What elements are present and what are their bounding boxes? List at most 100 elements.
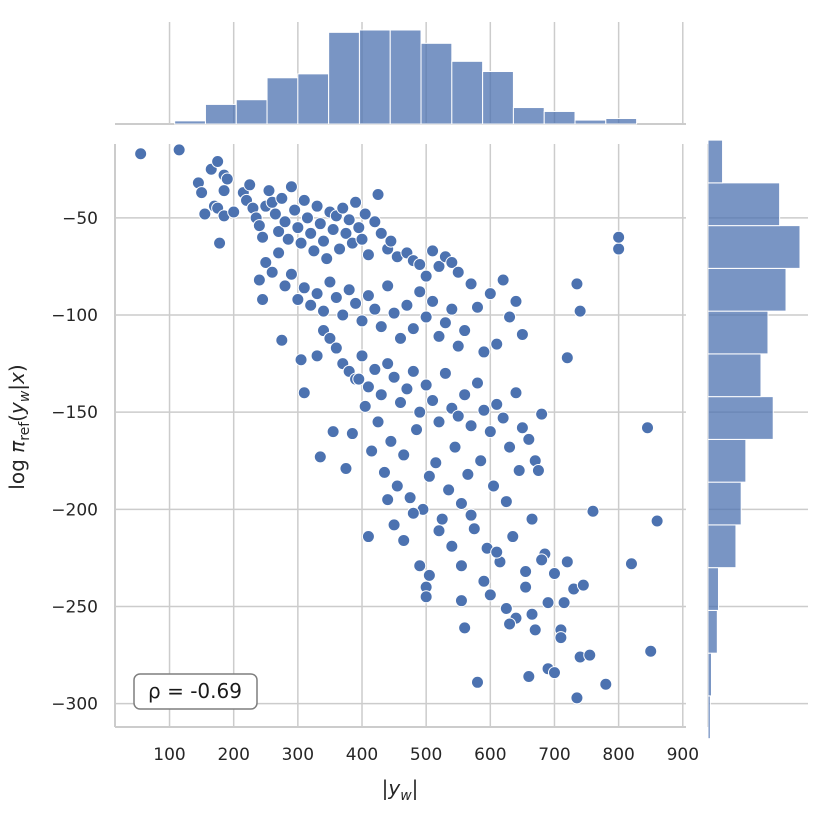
scatter-point <box>426 394 440 408</box>
x-tick-label: 600 <box>474 745 506 765</box>
scatter-point <box>458 388 472 402</box>
scatter-point <box>506 530 520 544</box>
x-tick-label: 100 <box>153 745 185 765</box>
scatter-point <box>470 300 484 314</box>
scatter-point <box>352 372 366 386</box>
scatter-point <box>313 217 327 231</box>
scatter-point <box>644 644 658 658</box>
scatter-point <box>281 232 295 246</box>
scatter-point <box>496 273 510 287</box>
scatter-point <box>307 244 321 258</box>
scatter-point <box>547 566 561 580</box>
scatter-point <box>211 154 225 168</box>
top-histogram-bar <box>512 107 545 125</box>
scatter-point <box>227 205 241 219</box>
right-marginal-histogram <box>707 139 808 740</box>
scatter-point <box>525 512 539 526</box>
scatter-point <box>557 596 571 610</box>
scatter-point <box>355 232 369 246</box>
scatter-point <box>509 294 523 308</box>
scatter-point <box>432 415 446 429</box>
scatter-point <box>522 432 536 446</box>
scatter-point <box>535 553 549 567</box>
scatter-point <box>336 308 350 322</box>
right-histogram-bar <box>707 567 719 611</box>
scatter-point <box>310 199 324 213</box>
scatter-point <box>560 351 574 365</box>
y-tick-label: −100 <box>51 306 98 326</box>
scatter-point <box>461 467 475 481</box>
right-histogram-bar <box>707 353 762 398</box>
scatter-point <box>528 623 542 637</box>
top-histogram-bar <box>297 73 330 125</box>
scatter-point <box>451 409 465 423</box>
scatter-point <box>368 362 382 376</box>
scatter-point <box>323 331 337 345</box>
scatter-point <box>172 143 186 157</box>
scatter-point <box>487 479 501 493</box>
right-histogram-bar <box>707 481 742 526</box>
scatter-point <box>519 565 533 579</box>
scatter-point <box>641 421 655 435</box>
top-histogram-bar <box>389 29 422 125</box>
scatter-point <box>522 669 536 683</box>
scatter-point <box>317 304 331 318</box>
right-histogram-bar <box>707 524 737 569</box>
scatter-point <box>397 533 411 547</box>
scatter-point <box>400 382 414 396</box>
right-histogram-bar <box>707 267 787 312</box>
scatter-point <box>464 508 478 522</box>
right-histogram-bar <box>707 438 747 483</box>
scatter-point <box>358 399 372 413</box>
right-histogram-bar <box>707 609 718 654</box>
scatter-point <box>288 203 302 217</box>
scatter-point <box>275 191 289 205</box>
top-histogram-bar <box>420 42 453 125</box>
scatter-point <box>509 386 523 400</box>
scatter-point <box>515 421 529 435</box>
x-tick-label: 400 <box>346 745 378 765</box>
right-histogram-bar <box>707 652 712 697</box>
scatter-point <box>612 230 626 244</box>
scatter-point <box>291 292 305 306</box>
scatter-point <box>503 617 517 631</box>
scatter-point <box>355 314 369 328</box>
scatter-point <box>358 207 372 221</box>
scatter-point <box>342 213 356 227</box>
scatter-point <box>361 289 375 303</box>
scatter-point <box>297 386 311 400</box>
scatter-point <box>599 677 613 691</box>
scatter-point <box>467 522 481 536</box>
scatter-point <box>560 555 574 569</box>
right-histogram-bar <box>707 396 774 440</box>
scatter-point <box>454 594 468 608</box>
scatter-point <box>403 491 417 505</box>
top-histogram-bar <box>451 60 484 125</box>
scatter-point <box>483 425 497 439</box>
correlation-annotation: ρ = -0.69 <box>133 673 258 710</box>
scatter-point <box>490 337 504 351</box>
scatter-point <box>195 186 209 200</box>
scatter-point <box>432 329 446 343</box>
scatter-point <box>297 193 311 207</box>
scatter-point <box>349 195 363 209</box>
scatter-point <box>573 304 587 318</box>
scatter-point <box>368 302 382 316</box>
scatter-point <box>612 242 626 256</box>
scatter-point <box>326 425 340 439</box>
scatter-point <box>365 444 379 458</box>
scatter-point <box>326 223 340 237</box>
top-histogram-bar <box>574 119 607 125</box>
scatter-point <box>438 316 452 330</box>
scatter-point <box>454 497 468 511</box>
scatter-point <box>464 277 478 291</box>
scatter-point <box>442 483 456 497</box>
scatter-point <box>387 518 401 532</box>
x-tick-label: 500 <box>410 745 442 765</box>
scatter-point <box>448 440 462 454</box>
scatter-point <box>259 256 273 270</box>
scatter-point <box>310 287 324 301</box>
scatter-point <box>477 574 491 588</box>
scatter-point <box>397 448 411 462</box>
